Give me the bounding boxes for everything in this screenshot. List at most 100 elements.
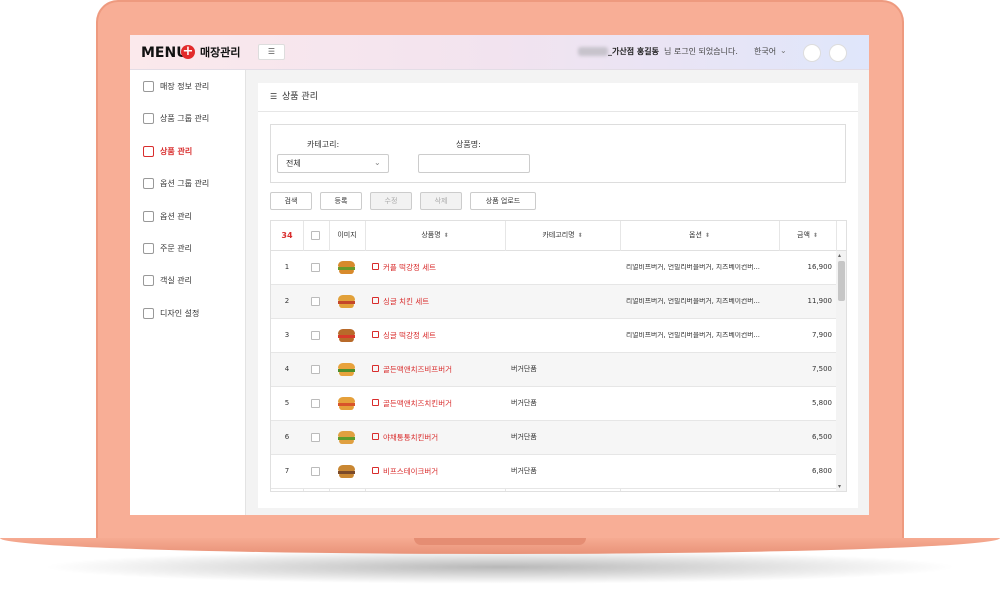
price: 16,900 <box>807 263 833 271</box>
row-number: 4 <box>284 365 290 373</box>
logo: MENU <box>141 45 188 61</box>
row-number: 5 <box>284 399 290 407</box>
column-header[interactable]: 금액 ⬍ <box>779 232 836 239</box>
edit-icon[interactable] <box>372 263 379 270</box>
table-row[interactable]: 6 야채통통치킨버거 버거단품 6,500 <box>271 421 836 455</box>
sidebar-icon <box>143 243 154 254</box>
name-input[interactable] <box>418 154 530 173</box>
product-name[interactable]: 커플 떡강정 세트 <box>383 263 437 272</box>
product-name[interactable]: 싱글 떡강정 세트 <box>383 331 437 340</box>
table-row[interactable]: 4 골든맥앤치즈비프버거 버거단품 7,500 <box>271 353 836 387</box>
row-number: 3 <box>284 331 290 339</box>
select-caret: ⌄ <box>374 158 381 167</box>
product-image-mid <box>338 403 355 406</box>
product-name[interactable]: 야채통통치킨버거 <box>383 433 439 442</box>
product-image-mid <box>338 471 355 474</box>
row-checkbox[interactable] <box>311 263 320 272</box>
edit-icon[interactable] <box>372 399 379 406</box>
edit-icon[interactable] <box>372 297 379 304</box>
product-image-mid <box>338 335 355 338</box>
product-name[interactable]: 골든맥앤치즈비프버거 <box>383 365 452 374</box>
price: 7,500 <box>811 365 832 373</box>
button-label: 삭제 <box>434 197 448 205</box>
product-image-mid <box>338 301 355 304</box>
sidebar-icon <box>143 113 154 125</box>
row-checkbox[interactable] <box>311 365 320 374</box>
row-checkbox[interactable] <box>311 467 320 476</box>
table-row[interactable]: 2 싱글 치킨 세트 리얼비프버거, 언빌리버블버거, 치즈베이컨버... 11,90… <box>271 285 836 319</box>
sidebar-icon <box>143 307 154 319</box>
sidebar-icon <box>143 81 154 92</box>
toolbar-button[interactable]: 상품 업로드 <box>470 192 536 210</box>
product-name[interactable]: 골든맥앤치즈치킨버거 <box>383 399 452 408</box>
row-checkbox[interactable] <box>311 331 320 340</box>
product-image-mid <box>338 369 355 372</box>
product-image-base <box>339 440 354 444</box>
filter-box: 카테고리: 전체 ⌄ 상품명: <box>270 124 846 183</box>
user-button[interactable] <box>803 44 821 62</box>
category-name: 버거단품 <box>511 433 537 441</box>
sidebar-item[interactable]: 디자인 설정 <box>160 308 200 318</box>
product-name[interactable]: 비프스테이크버거 <box>383 467 439 476</box>
product-image-base <box>339 406 354 410</box>
category-select[interactable]: 전체 ⌄ <box>277 154 389 173</box>
header-row <box>271 221 846 251</box>
edit-icon[interactable] <box>372 331 379 338</box>
edit-icon[interactable] <box>372 467 379 474</box>
scroll-up: ▴ <box>838 252 842 259</box>
logout-button[interactable] <box>829 44 847 62</box>
row-checkbox[interactable] <box>311 399 320 408</box>
toolbar-button[interactable]: 검색 <box>270 192 312 210</box>
menu-toggle[interactable]: ☰ <box>258 44 285 60</box>
row-checkbox[interactable] <box>311 433 320 442</box>
table-row[interactable]: 1 커플 떡강정 세트 리얼비프버거, 언빌리버블버거, 치즈베이컨버... 16,9… <box>271 251 836 285</box>
edit-icon[interactable] <box>372 365 379 372</box>
price: 5,800 <box>811 399 832 407</box>
row-number: 2 <box>284 297 290 305</box>
product-image <box>338 363 355 369</box>
sort-icon: ⬍ <box>443 232 449 239</box>
language-select[interactable]: 한국어 <box>754 47 777 56</box>
column-label: 옵션 <box>689 231 702 239</box>
select-all-checkbox[interactable] <box>311 231 320 240</box>
row-number: 1 <box>284 263 290 271</box>
toolbar-button[interactable]: 등록 <box>320 192 362 210</box>
product-image <box>338 465 355 471</box>
product-image <box>338 397 355 403</box>
sidebar-icon <box>143 145 154 157</box>
options: 리얼비프버거, 언빌리버블버거, 치즈베이컨버... <box>626 298 760 305</box>
button-label: 등록 <box>334 197 348 205</box>
price: 11,900 <box>807 297 833 305</box>
sidebar-item[interactable]: 객실 관리 <box>160 276 192 286</box>
toolbar-button: 삭제 <box>420 192 462 210</box>
logo-suffix: 매장관리 <box>200 46 241 59</box>
column-header[interactable]: 카테고리명 ⬍ <box>505 232 620 239</box>
table-row[interactable]: 5 골든맥앤치즈치킨버거 버거단품 5,800 <box>271 387 836 421</box>
product-image-base <box>339 304 354 308</box>
panel-title: 상품 관리 <box>282 92 318 102</box>
product-name[interactable]: 싱글 치킨 세트 <box>383 297 430 306</box>
sort-icon: ⬍ <box>704 232 710 239</box>
scrollbar-thumb[interactable] <box>838 261 845 301</box>
edit-icon[interactable] <box>372 433 379 440</box>
sidebar-item[interactable]: 주문 관리 <box>160 244 192 253</box>
row-checkbox[interactable] <box>311 297 320 306</box>
login-message: 님 로그인 되었습니다. <box>664 47 738 56</box>
sidebar-item[interactable]: 상품 그룹 관리 <box>160 114 210 124</box>
category-name: 버거단품 <box>511 399 537 407</box>
sidebar-item[interactable]: 매장 정보 관리 <box>160 82 210 91</box>
button-label: 상품 업로드 <box>485 197 521 205</box>
toolbar-button: 수정 <box>370 192 412 210</box>
sidebar-item[interactable]: 옵션 그룹 관리 <box>160 179 210 189</box>
sidebar-icon <box>143 275 154 287</box>
sidebar-item[interactable]: 상품 관리 <box>160 146 193 156</box>
sidebar-icon <box>143 210 154 222</box>
table-row[interactable]: 7 비프스테이크버거 버거단품 6,800 <box>271 455 836 489</box>
column-header[interactable]: 옵션 ⬍ <box>620 232 779 239</box>
column-header[interactable]: 상품명 ⬍ <box>365 232 505 239</box>
table-row[interactable]: 3 싱글 떡강정 세트 리얼비프버거, 언빌리버블버거, 치즈베이컨버... 7,90… <box>271 319 836 353</box>
name-label: 상품명: <box>456 140 481 149</box>
sidebar-item[interactable]: 옵션 관리 <box>160 211 192 221</box>
product-image <box>338 431 355 437</box>
